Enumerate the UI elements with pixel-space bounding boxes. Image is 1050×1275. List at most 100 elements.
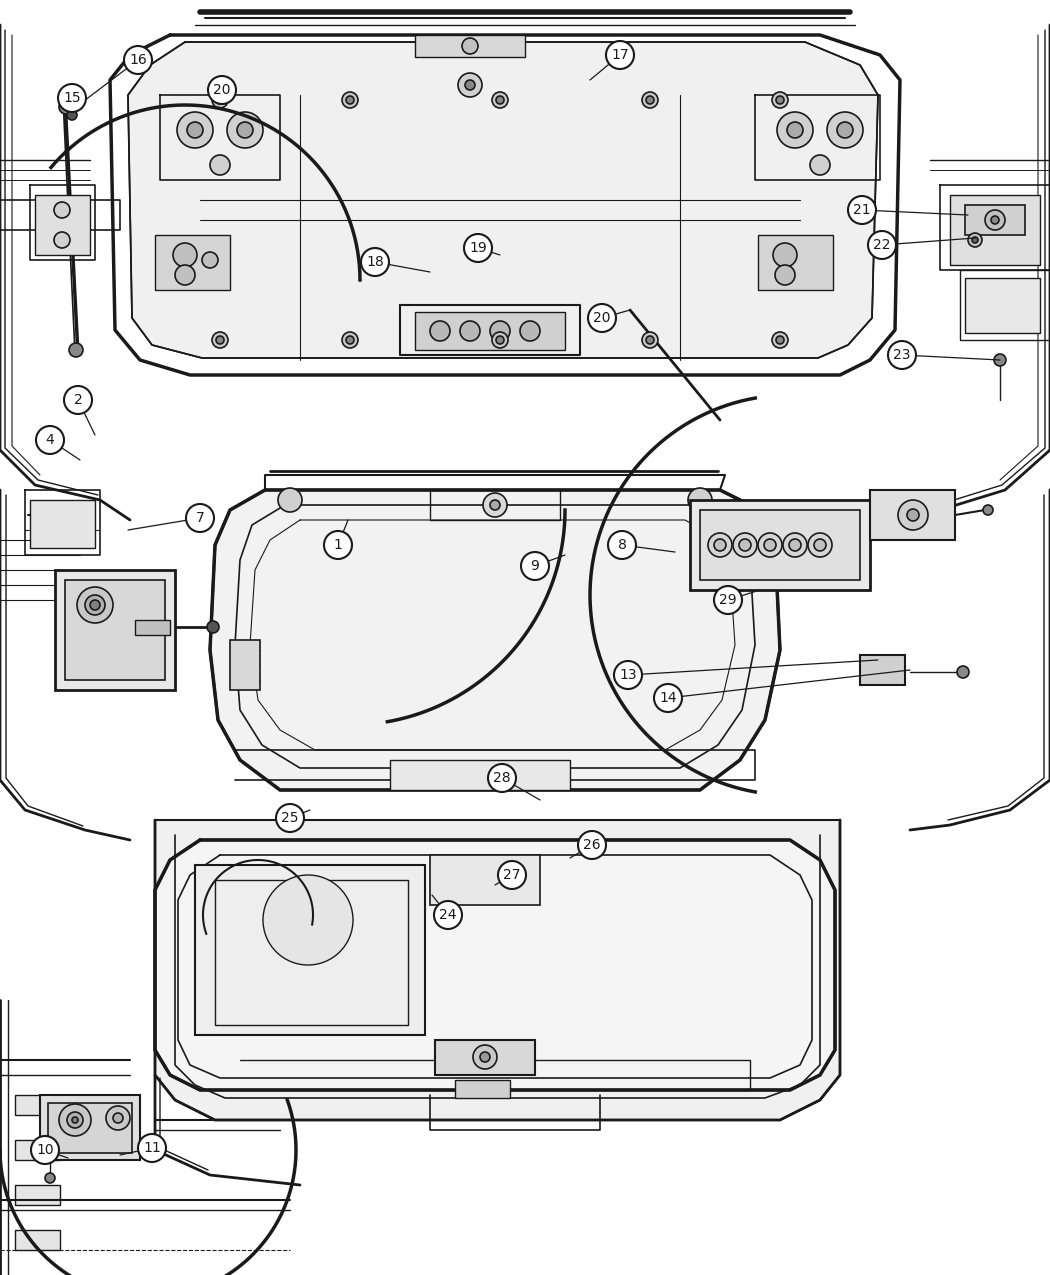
Circle shape — [714, 539, 726, 551]
Circle shape — [85, 595, 105, 615]
Circle shape — [107, 578, 123, 593]
Circle shape — [262, 875, 353, 965]
Circle shape — [67, 1112, 83, 1128]
Circle shape — [460, 321, 480, 340]
Circle shape — [69, 343, 83, 357]
Circle shape — [342, 92, 358, 108]
Circle shape — [216, 337, 224, 344]
Circle shape — [113, 1113, 123, 1123]
Circle shape — [58, 84, 86, 112]
Circle shape — [773, 244, 797, 266]
Circle shape — [646, 337, 654, 344]
Circle shape — [207, 621, 219, 632]
Circle shape — [32, 1136, 59, 1164]
Bar — [195, 864, 425, 1035]
Bar — [390, 760, 570, 790]
Circle shape — [112, 581, 118, 588]
Circle shape — [642, 92, 658, 108]
Circle shape — [520, 321, 540, 340]
Bar — [700, 510, 860, 580]
Text: 23: 23 — [894, 348, 910, 362]
Bar — [30, 500, 94, 548]
Circle shape — [490, 321, 510, 340]
Circle shape — [688, 488, 712, 513]
Bar — [415, 312, 565, 351]
Text: 10: 10 — [36, 1142, 54, 1156]
Polygon shape — [155, 840, 835, 1090]
Circle shape — [138, 1133, 166, 1162]
Bar — [40, 1095, 140, 1160]
Circle shape — [496, 96, 504, 105]
Circle shape — [216, 96, 224, 105]
Circle shape — [187, 122, 203, 138]
Circle shape — [492, 92, 508, 108]
Bar — [155, 235, 230, 289]
Circle shape — [59, 1104, 91, 1136]
Circle shape — [64, 386, 92, 414]
Circle shape — [430, 321, 450, 340]
Circle shape — [588, 303, 616, 332]
Circle shape — [208, 76, 236, 105]
Bar — [950, 195, 1040, 265]
Bar — [455, 1080, 510, 1098]
Circle shape — [59, 99, 74, 113]
Circle shape — [907, 509, 919, 521]
Text: 20: 20 — [213, 83, 231, 97]
Circle shape — [777, 112, 813, 148]
Circle shape — [714, 586, 742, 615]
Text: 17: 17 — [611, 48, 629, 62]
Bar — [435, 1040, 536, 1075]
Circle shape — [462, 38, 478, 54]
Circle shape — [72, 1117, 78, 1123]
Circle shape — [983, 505, 993, 515]
Circle shape — [175, 265, 195, 286]
Circle shape — [837, 122, 853, 138]
Text: 22: 22 — [874, 238, 890, 252]
Bar — [430, 856, 540, 905]
Circle shape — [789, 539, 801, 551]
Bar — [35, 195, 90, 255]
Circle shape — [578, 831, 606, 859]
Circle shape — [827, 112, 863, 148]
Circle shape — [434, 901, 462, 929]
Bar — [415, 34, 525, 57]
Text: 24: 24 — [439, 908, 457, 922]
Circle shape — [642, 332, 658, 348]
Circle shape — [783, 533, 807, 557]
Text: 25: 25 — [281, 811, 299, 825]
Circle shape — [994, 354, 1006, 366]
Circle shape — [324, 530, 352, 558]
Circle shape — [173, 244, 197, 266]
Circle shape — [848, 196, 876, 224]
Text: 2: 2 — [74, 393, 82, 407]
Circle shape — [67, 110, 77, 120]
Bar — [65, 580, 165, 680]
Circle shape — [772, 332, 788, 348]
Circle shape — [54, 232, 70, 249]
Circle shape — [90, 601, 100, 609]
Text: 14: 14 — [659, 691, 677, 705]
Text: 27: 27 — [503, 868, 521, 882]
Circle shape — [739, 539, 751, 551]
Circle shape — [210, 156, 230, 175]
Circle shape — [346, 337, 354, 344]
Circle shape — [606, 41, 634, 69]
Circle shape — [957, 666, 969, 678]
Text: 13: 13 — [620, 668, 636, 682]
Circle shape — [480, 1052, 490, 1062]
Circle shape — [342, 332, 358, 348]
Circle shape — [654, 683, 682, 711]
Circle shape — [733, 533, 757, 557]
Circle shape — [788, 122, 803, 138]
Circle shape — [898, 500, 928, 530]
Circle shape — [361, 249, 388, 275]
Circle shape — [54, 201, 70, 218]
Text: 7: 7 — [195, 511, 205, 525]
Circle shape — [490, 500, 500, 510]
Bar — [758, 235, 833, 289]
Bar — [135, 620, 170, 635]
Circle shape — [972, 237, 978, 244]
Polygon shape — [15, 1140, 60, 1160]
Circle shape — [968, 233, 982, 247]
Polygon shape — [155, 820, 840, 1119]
